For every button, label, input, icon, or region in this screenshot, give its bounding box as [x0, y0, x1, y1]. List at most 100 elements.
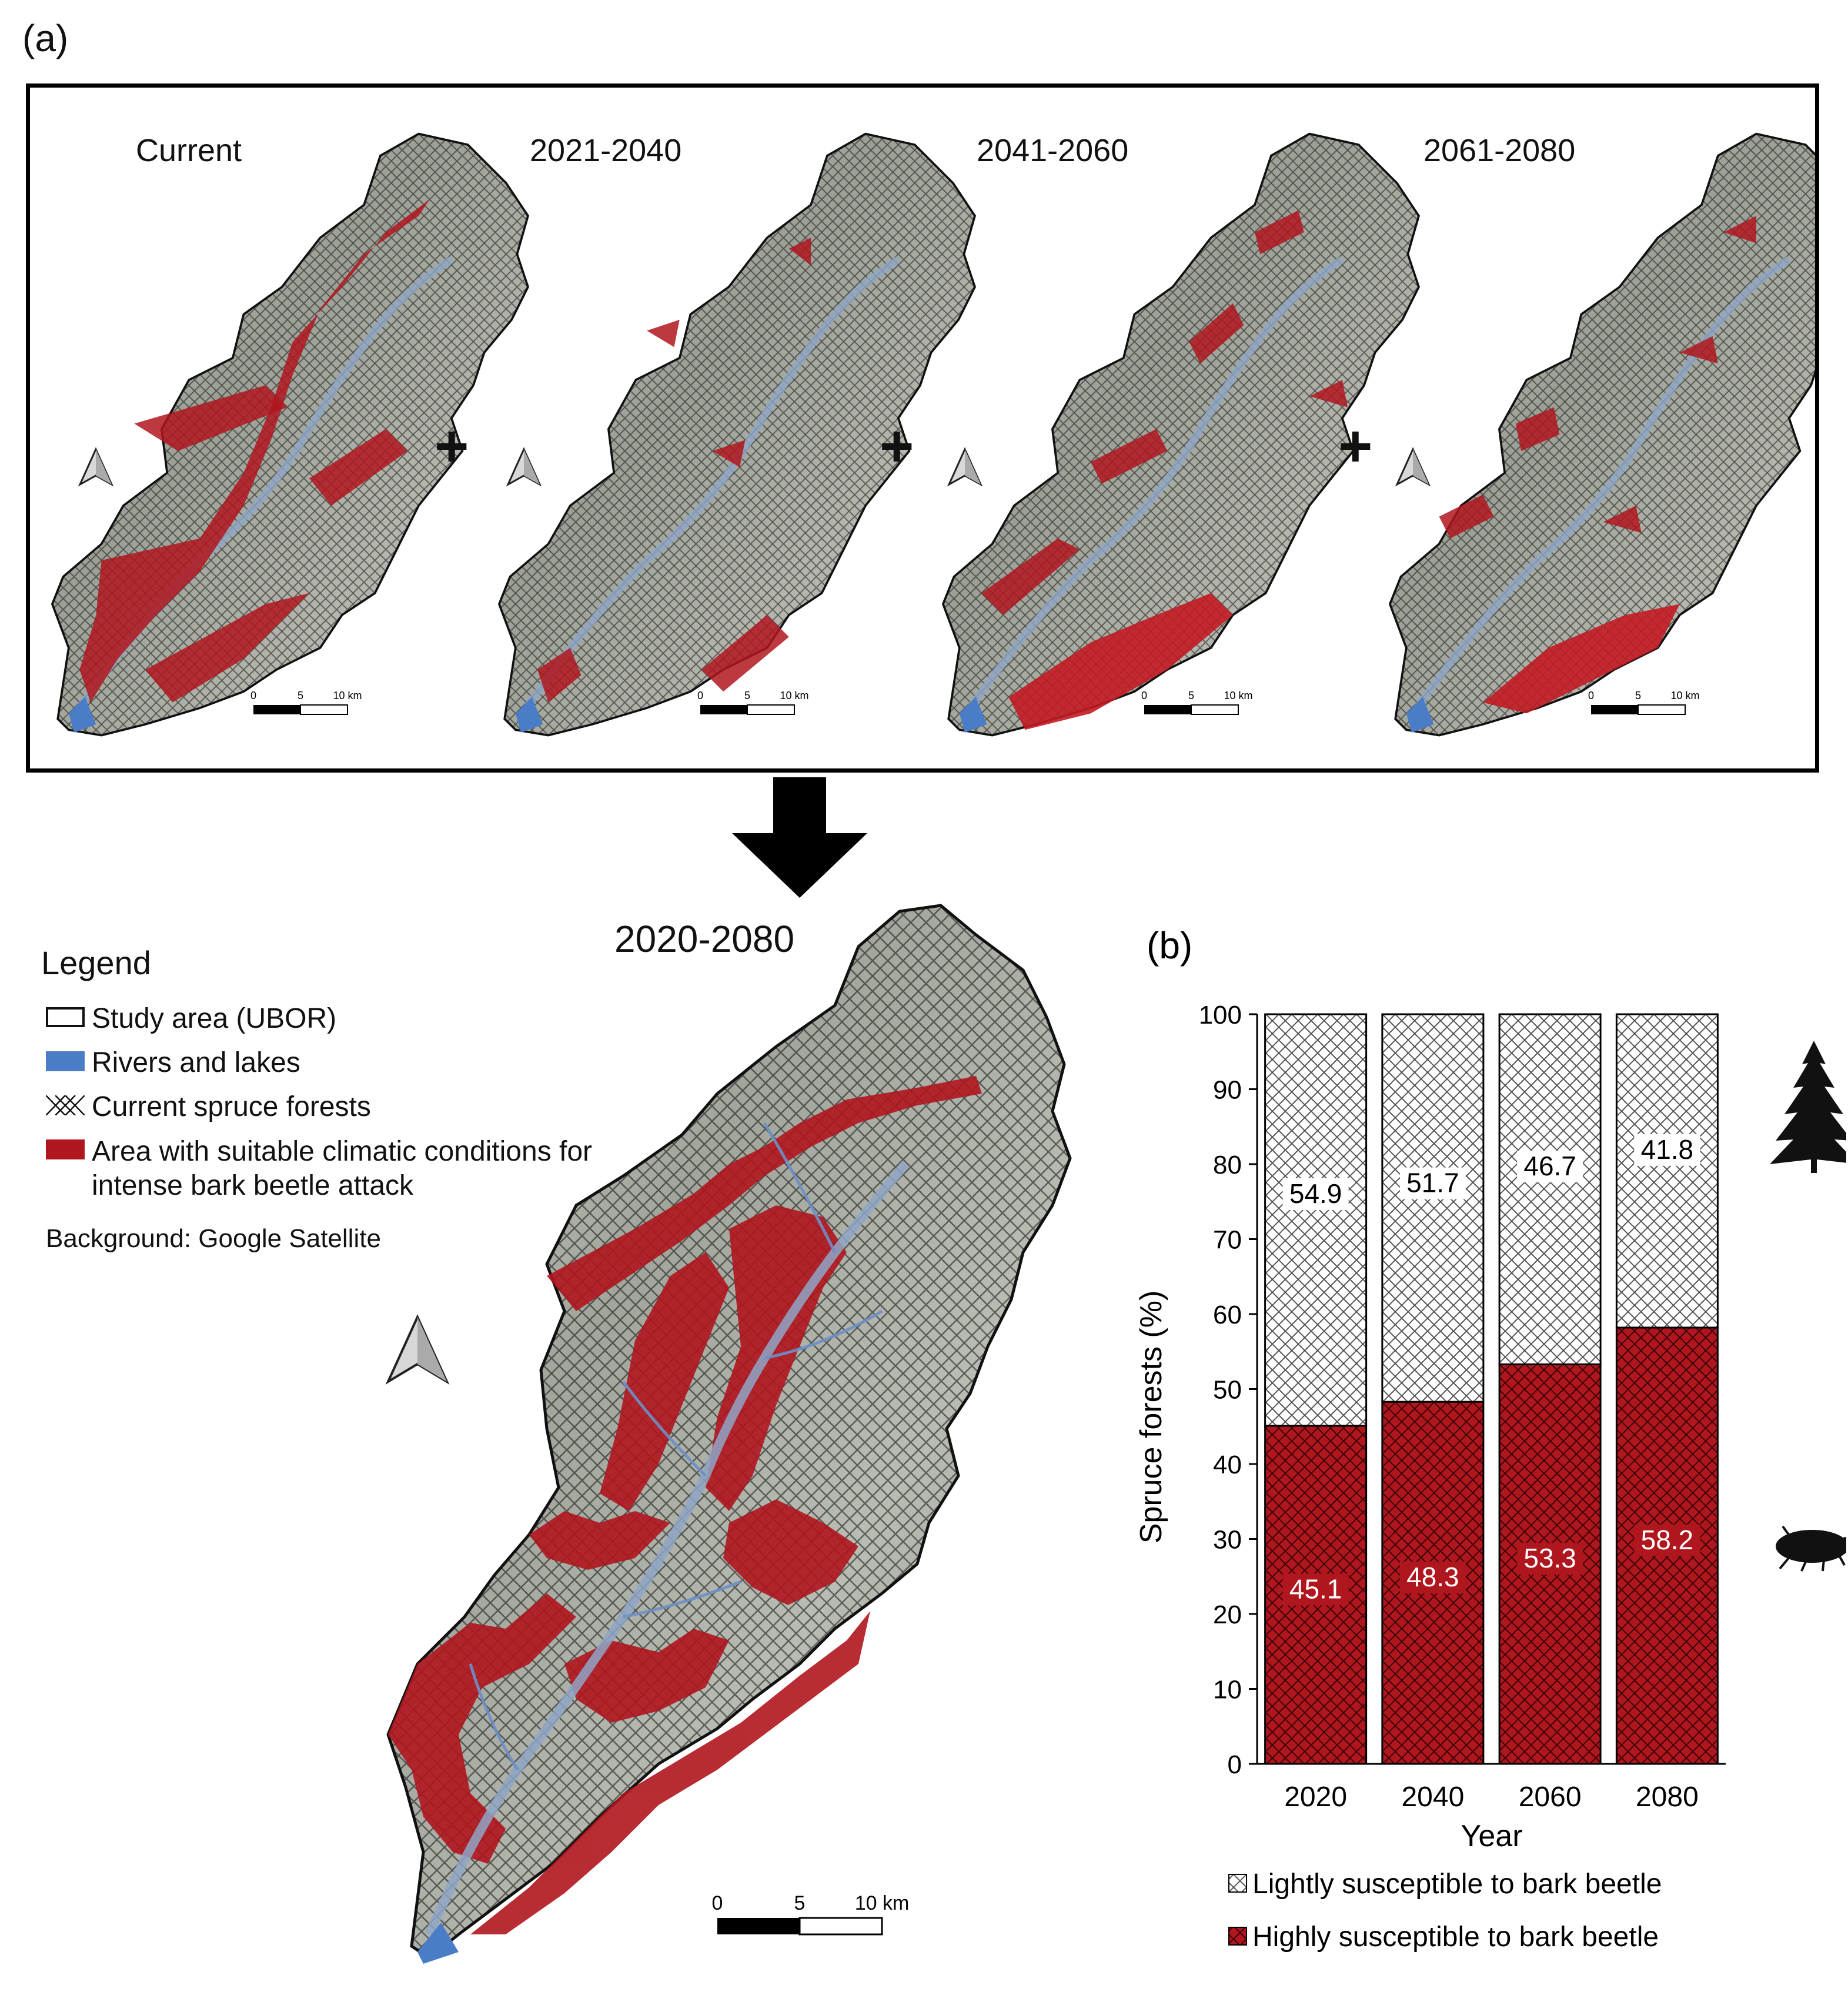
x-axis-label: Year	[1461, 1819, 1522, 1853]
lake	[417, 1923, 459, 1964]
data-label-bg	[1517, 1543, 1583, 1575]
data-label-lightly-2020: 54.9	[1289, 1178, 1342, 1209]
y-tick-label: 80	[1213, 1151, 1242, 1179]
legend-item-rivers: Rivers and lakes	[46, 1047, 300, 1079]
combined-map-title: 2020-2080	[614, 918, 795, 960]
data-label-highly-2060: 53.3	[1523, 1543, 1576, 1573]
plus-sign: +	[1338, 413, 1373, 479]
data-label-highly-2020: 45.1	[1289, 1573, 1342, 1604]
data-label-bg	[1399, 1167, 1466, 1199]
plus-sign: +	[435, 413, 469, 479]
scale-label-5: 5	[794, 1892, 806, 1914]
legend-label: Rivers and lakes	[92, 1047, 300, 1078]
legend-item-study-area: Study area (UBOR)	[46, 1002, 336, 1035]
y-tick-label: 20	[1213, 1600, 1242, 1629]
data-label-lightly-2080: 41.8	[1641, 1134, 1694, 1165]
legend-item-suitable: Area with suitable climatic conditions f…	[46, 1135, 634, 1202]
panel-b-label: (b)	[1147, 924, 1192, 967]
data-label-lightly-2040: 51.7	[1406, 1168, 1459, 1198]
y-tick-label: 90	[1213, 1076, 1242, 1105]
panel-a-label: (a)	[22, 17, 69, 59]
scale-bar: 0 5 10 km	[697, 690, 809, 715]
map-2021-2040	[499, 134, 975, 736]
stacked-bar-chart: (b) Spruce forests (%) Year 0 10 20 30 40 50 6…	[1134, 924, 1846, 1953]
data-label-lightly-2060: 46.7	[1523, 1151, 1576, 1181]
scale-label-0: 0	[1141, 690, 1147, 701]
scale-label-5: 5	[1635, 690, 1641, 701]
y-axis-label: Spruce forests (%)	[1134, 1291, 1168, 1544]
scale-label-0: 0	[697, 690, 703, 701]
map-2061-2080	[1390, 134, 1815, 736]
north-arrow-icon	[385, 1314, 450, 1385]
bars: 54.9 45.1 51.7 48.3 46.7 53.3 41.8 58.2	[1264, 1013, 1719, 1765]
chart-legend: Lightly susceptible to bark beetle Highly…	[1228, 1869, 1662, 1953]
axes: 0 10 20 30 40 50 60 70 80 90 100 2020 2040 2060 2080	[1199, 1001, 1726, 1813]
north-arrow-icon	[78, 447, 114, 487]
spruce-tree-icon	[1770, 1041, 1846, 1173]
north-arrow-icon	[506, 447, 542, 487]
scale-bar: 0 5 10 km	[1588, 690, 1700, 715]
north-arrow-icon	[1395, 447, 1431, 487]
data-label-bg	[1517, 1150, 1583, 1182]
plus-sign: +	[880, 413, 914, 479]
scale-bar: 0 5 10 km	[250, 690, 362, 715]
legend-label: Study area (UBOR)	[92, 1003, 337, 1034]
y-tick-label: 50	[1213, 1376, 1242, 1405]
scale-label-0: 0	[1588, 690, 1594, 701]
legend-label: Current spruce forests	[92, 1091, 371, 1122]
legend-swatch	[1228, 1874, 1247, 1893]
scale-label-5: 5	[298, 690, 303, 701]
y-tick-label: 10	[1213, 1676, 1242, 1704]
panel-a-maps: 0 5 10 km 0 5 10 km 0 5 10 km 0 5 10 km	[30, 88, 1815, 768]
legend-title: Legend	[41, 944, 151, 981]
scale-bar: 0 5 10 km	[1141, 690, 1253, 715]
map-current	[52, 134, 528, 736]
legend-label: Highly susceptible to bark beetle	[1252, 1921, 1659, 1953]
bar-lightly-2020	[1264, 1013, 1368, 1427]
scale-label-0: 0	[250, 690, 256, 701]
scale-label-5: 5	[1188, 690, 1194, 701]
bar-lightly-2080	[1615, 1013, 1719, 1329]
y-tick-label: 0	[1228, 1750, 1242, 1779]
legend-item-spruce: Current spruce forests	[46, 1091, 371, 1123]
data-label-bg	[1282, 1178, 1349, 1210]
data-label-highly-2080: 58.2	[1641, 1525, 1694, 1555]
x-tick-label: 2060	[1519, 1782, 1582, 1813]
bar-lightly-2040	[1381, 1013, 1485, 1403]
scale-label-10: 10 km	[780, 690, 808, 701]
rivers-swatch	[46, 1051, 85, 1071]
data-label-highly-2040: 48.3	[1406, 1562, 1459, 1592]
hatch-swatch	[46, 1095, 85, 1115]
study-area-swatch	[46, 1007, 85, 1027]
scale-label-10: 10 km	[333, 690, 362, 701]
scale-label-10: 10 km	[1670, 690, 1699, 701]
legend-swatch	[1228, 1927, 1247, 1946]
y-tick-label: 30	[1213, 1526, 1242, 1555]
x-tick-label: 2040	[1401, 1782, 1464, 1813]
scale-label-0: 0	[712, 1892, 723, 1914]
panel-a-frame: 0 5 10 km 0 5 10 km 0 5 10 km 0 5 10 km …	[26, 83, 1819, 773]
scale-bar: 0 5 10 km	[712, 1892, 910, 1936]
map-title-current: Current	[136, 133, 242, 168]
legend-label: Lightly susceptible to bark beetle	[1252, 1869, 1662, 1900]
bark-beetle-icon	[1776, 1525, 1846, 1572]
x-tick-label: 2080	[1636, 1782, 1699, 1813]
y-tick-label: 40	[1213, 1450, 1242, 1479]
scale-label-10: 10 km	[1224, 690, 1252, 701]
map-title-2061-2080: 2061-2080	[1423, 133, 1576, 168]
map-2041-2060	[943, 134, 1419, 736]
map-title-2021-2040: 2021-2040	[530, 133, 682, 168]
y-tick-label: 100	[1199, 1001, 1242, 1030]
map-title-2041-2060: 2041-2060	[977, 133, 1129, 168]
data-label-bg	[1634, 1134, 1700, 1166]
data-label-bg	[1399, 1562, 1466, 1594]
y-tick-label: 70	[1213, 1226, 1242, 1255]
data-label-bg	[1282, 1573, 1349, 1606]
combined-map: 0 5 10 km	[385, 904, 1072, 1964]
scale-label-10: 10 km	[855, 1892, 910, 1914]
x-tick-label: 2020	[1284, 1782, 1347, 1813]
data-label-bg	[1634, 1524, 1700, 1556]
legend-label: Area with suitable climatic conditions f…	[92, 1136, 593, 1201]
suitable-swatch	[46, 1139, 85, 1159]
bar-lightly-2060	[1498, 1013, 1602, 1365]
